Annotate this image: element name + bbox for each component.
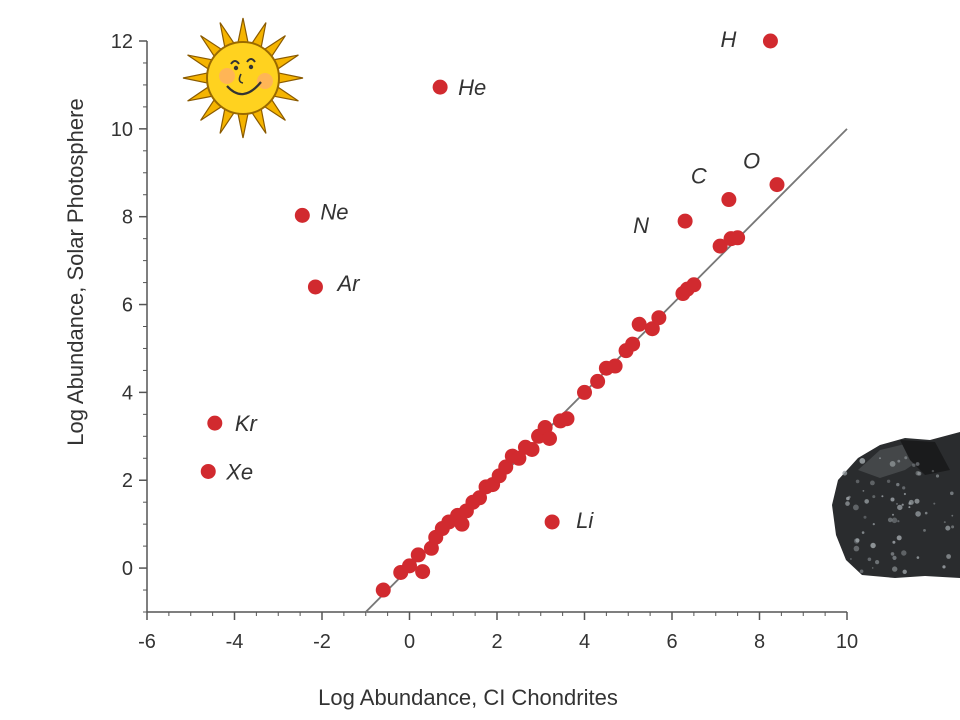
axes xyxy=(146,41,847,613)
data-point xyxy=(631,316,647,332)
x-tick-label: 6 xyxy=(666,631,677,653)
data-point-ne xyxy=(294,207,310,223)
y-axis-title: Log Abundance, Solar Photosphere xyxy=(63,98,88,445)
data-point-xe xyxy=(200,463,216,479)
x-tick-label: 0 xyxy=(404,631,415,653)
x-tick-label: 8 xyxy=(754,631,765,653)
x-tick-label: -2 xyxy=(313,631,331,653)
x-axis-title: Log Abundance, CI Chondrites xyxy=(318,685,618,710)
data-point-o xyxy=(769,177,785,193)
y-axis-ticks: 0 2 4 6 8 10 12 xyxy=(111,31,147,613)
x-tick-label: -6 xyxy=(138,631,156,653)
data-point xyxy=(559,411,575,427)
y-tick-label: 2 xyxy=(122,470,133,492)
point-label-ne: Ne xyxy=(320,199,348,224)
data-point xyxy=(524,441,540,457)
data-point xyxy=(730,230,746,246)
point-label-he: He xyxy=(458,75,486,100)
labeled-points: H He O C N Ne Ar Kr Xe Li xyxy=(200,27,785,533)
point-label-li: Li xyxy=(576,508,594,533)
point-label-o: O xyxy=(743,149,760,174)
x-tick-label: 4 xyxy=(579,631,590,653)
data-point xyxy=(644,321,660,337)
data-point xyxy=(498,459,514,475)
data-point xyxy=(577,384,592,400)
x-axis-ticks: -6 -4 -2 0 2 4 6 8 10 xyxy=(138,612,858,653)
data-point xyxy=(625,336,641,352)
data-point-li xyxy=(544,514,560,530)
data-point xyxy=(651,310,667,326)
data-point xyxy=(410,547,426,563)
data-point xyxy=(415,564,431,580)
data-point xyxy=(511,450,527,466)
y-tick-label: 10 xyxy=(111,119,133,141)
data-point xyxy=(542,431,557,447)
y-tick-label: 8 xyxy=(122,207,133,229)
data-point xyxy=(712,238,728,254)
y-tick-label: 0 xyxy=(122,558,133,580)
data-point xyxy=(375,582,391,598)
data-point xyxy=(472,490,487,506)
y-tick-label: 6 xyxy=(122,295,133,317)
data-point-he xyxy=(432,79,448,95)
point-label-h: H xyxy=(720,27,736,52)
meteorite-image xyxy=(832,432,960,578)
point-label-kr: Kr xyxy=(235,411,259,436)
point-label-c: C xyxy=(691,164,707,189)
data-point-n xyxy=(677,213,693,229)
data-point xyxy=(454,516,470,532)
data-point xyxy=(686,277,702,293)
x-tick-label: 10 xyxy=(836,631,858,653)
data-point-kr xyxy=(207,415,223,431)
data-point-c xyxy=(721,192,737,208)
y-tick-label: 4 xyxy=(122,382,133,404)
data-point xyxy=(607,358,623,374)
point-label-xe: Xe xyxy=(225,459,253,484)
x-tick-label: 2 xyxy=(491,631,502,653)
y-tick-label: 12 xyxy=(111,31,133,53)
data-point-h xyxy=(762,33,778,49)
data-point-ar xyxy=(307,279,323,295)
point-label-n: N xyxy=(633,213,649,238)
data-point xyxy=(590,373,606,389)
x-tick-label: -4 xyxy=(226,631,244,653)
data-points xyxy=(375,230,746,598)
sun-icon xyxy=(182,17,304,139)
data-point xyxy=(402,558,417,574)
point-label-ar: Ar xyxy=(335,271,361,296)
